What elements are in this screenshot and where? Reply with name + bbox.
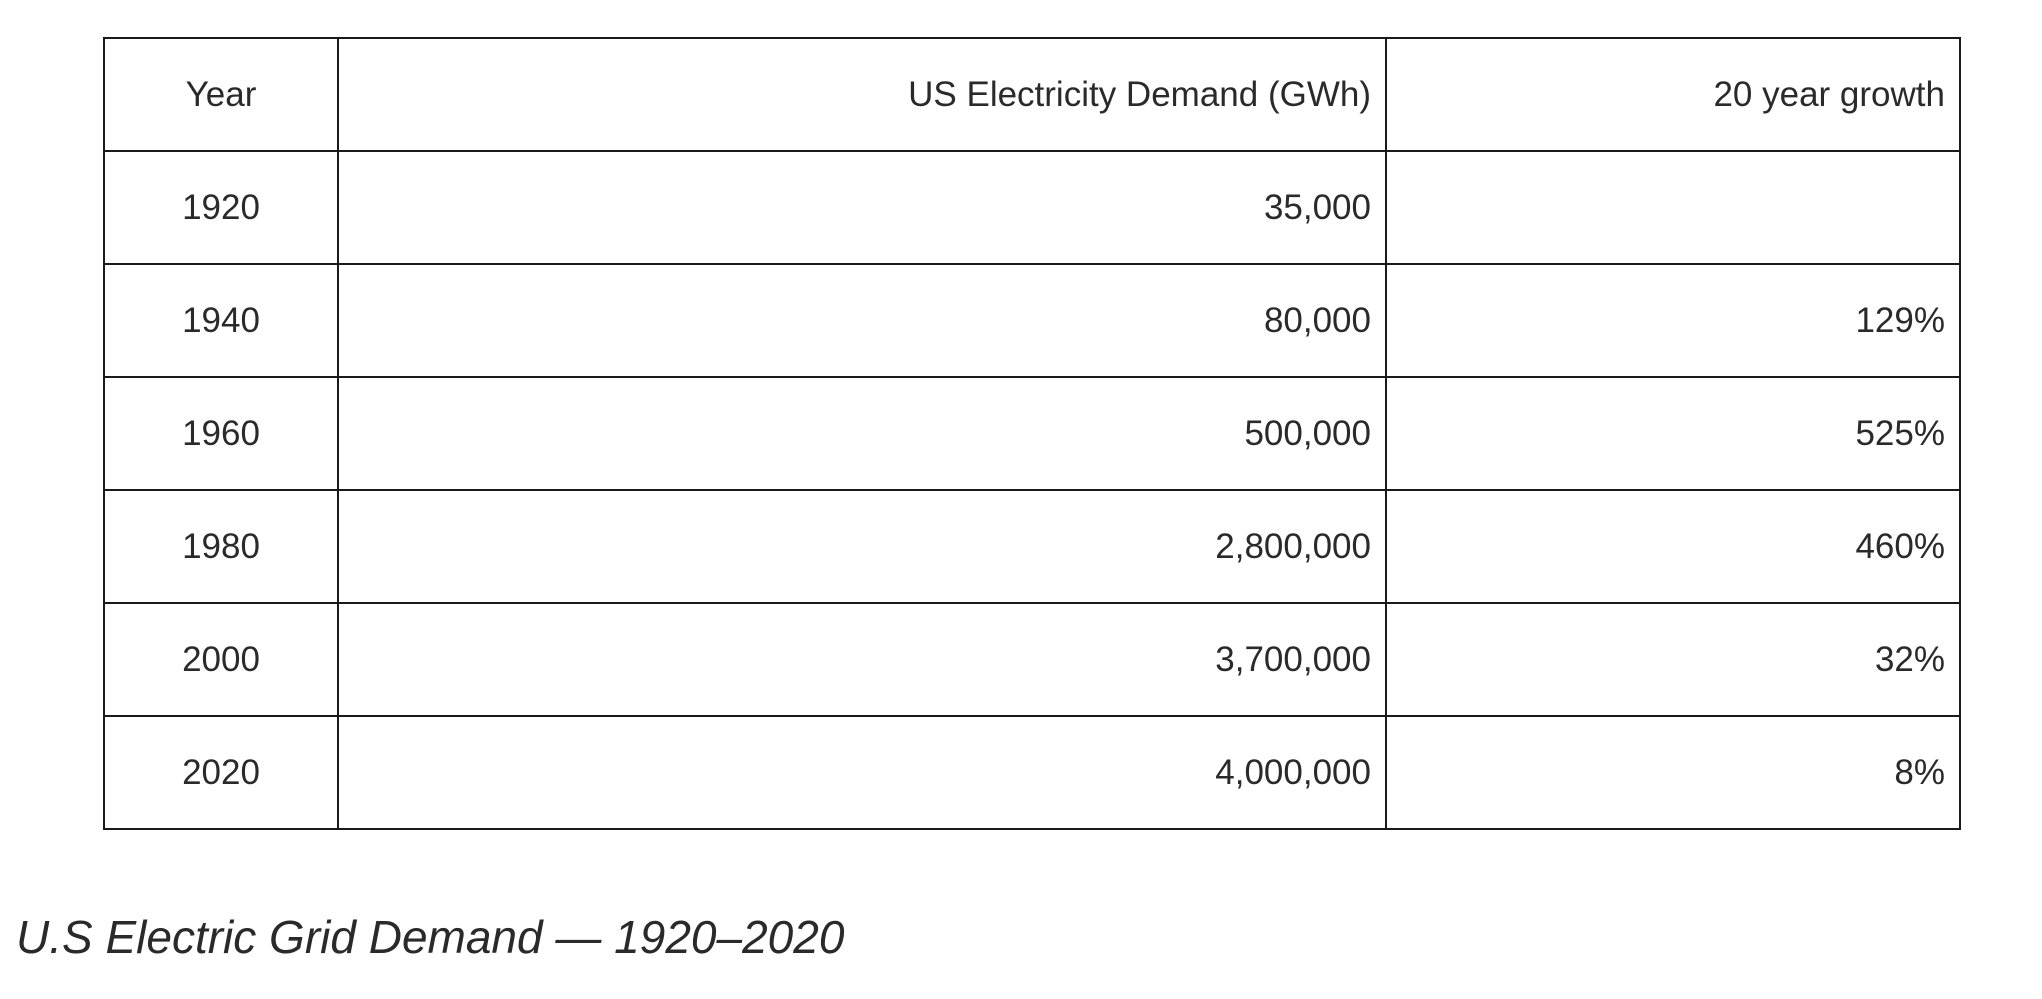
table-row: 2000 3,700,000 32% — [103, 602, 1961, 717]
header-growth: 20 year growth — [1385, 37, 1961, 152]
cell-growth: 525% — [1385, 376, 1961, 491]
table-row: 1980 2,800,000 460% — [103, 489, 1961, 604]
cell-demand: 3,700,000 — [337, 602, 1387, 717]
cell-year: 1920 — [103, 150, 339, 265]
cell-year: 2020 — [103, 715, 339, 830]
cell-year: 1980 — [103, 489, 339, 604]
cell-year: 2000 — [103, 602, 339, 717]
table-header-row: Year US Electricity Demand (GWh) 20 year… — [103, 37, 1961, 152]
table-row: 1920 35,000 — [103, 150, 1961, 265]
table-caption: U.S Electric Grid Demand — 1920–2020 — [16, 911, 845, 963]
cell-demand: 80,000 — [337, 263, 1387, 378]
cell-demand: 4,000,000 — [337, 715, 1387, 830]
cell-year: 1960 — [103, 376, 339, 491]
cell-year: 1940 — [103, 263, 339, 378]
table-row: 2020 4,000,000 8% — [103, 715, 1961, 830]
cell-demand: 500,000 — [337, 376, 1387, 491]
cell-growth: 129% — [1385, 263, 1961, 378]
table-row: 1940 80,000 129% — [103, 263, 1961, 378]
cell-demand: 2,800,000 — [337, 489, 1387, 604]
cell-growth: 32% — [1385, 602, 1961, 717]
header-demand: US Electricity Demand (GWh) — [337, 37, 1387, 152]
cell-growth — [1385, 150, 1961, 265]
header-year: Year — [103, 37, 339, 152]
cell-growth: 8% — [1385, 715, 1961, 830]
cell-growth: 460% — [1385, 489, 1961, 604]
cell-demand: 35,000 — [337, 150, 1387, 265]
table-row: 1960 500,000 525% — [103, 376, 1961, 491]
electricity-demand-table: Year US Electricity Demand (GWh) 20 year… — [103, 37, 1961, 830]
